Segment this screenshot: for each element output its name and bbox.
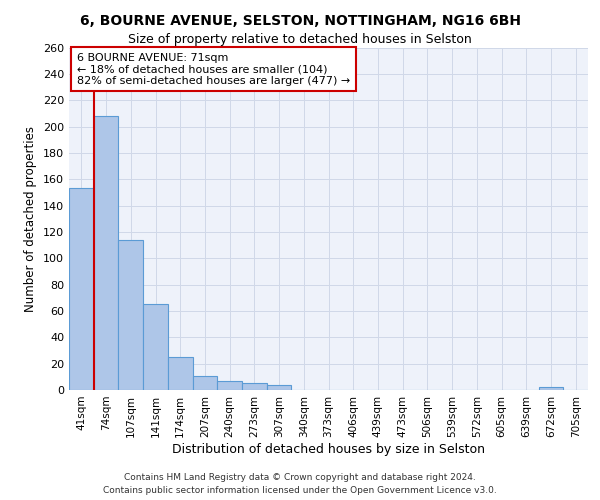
Y-axis label: Number of detached properties: Number of detached properties bbox=[25, 126, 37, 312]
Text: Contains HM Land Registry data © Crown copyright and database right 2024.
Contai: Contains HM Land Registry data © Crown c… bbox=[103, 474, 497, 495]
Text: 6, BOURNE AVENUE, SELSTON, NOTTINGHAM, NG16 6BH: 6, BOURNE AVENUE, SELSTON, NOTTINGHAM, N… bbox=[79, 14, 521, 28]
Text: Size of property relative to detached houses in Selston: Size of property relative to detached ho… bbox=[128, 32, 472, 46]
Text: 6 BOURNE AVENUE: 71sqm
← 18% of detached houses are smaller (104)
82% of semi-de: 6 BOURNE AVENUE: 71sqm ← 18% of detached… bbox=[77, 52, 350, 86]
Bar bbox=[193, 376, 217, 390]
Bar bbox=[217, 381, 242, 390]
Bar bbox=[267, 384, 292, 390]
Bar bbox=[242, 384, 267, 390]
Bar bbox=[118, 240, 143, 390]
Bar bbox=[168, 357, 193, 390]
Bar bbox=[539, 388, 563, 390]
Bar bbox=[94, 116, 118, 390]
Bar bbox=[143, 304, 168, 390]
X-axis label: Distribution of detached houses by size in Selston: Distribution of detached houses by size … bbox=[172, 442, 485, 456]
Bar bbox=[69, 188, 94, 390]
